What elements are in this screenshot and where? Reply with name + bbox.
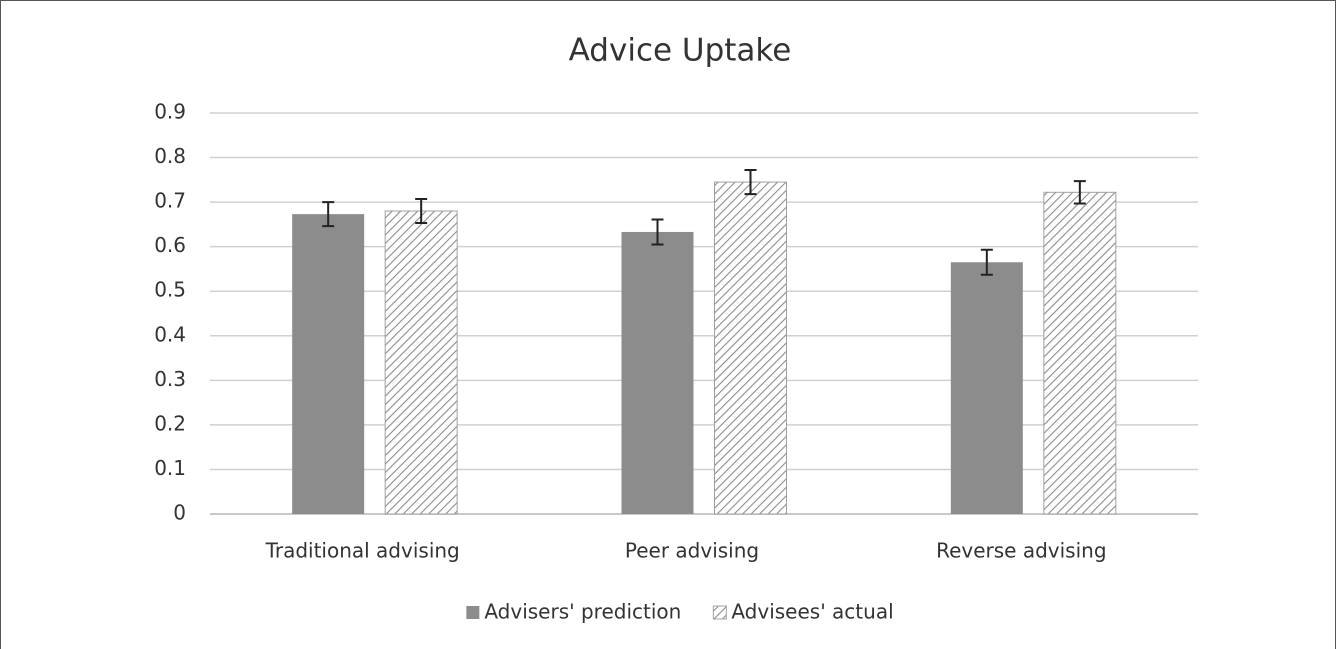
y-tick-label: 0.7 [154, 189, 186, 213]
bar [384, 210, 458, 515]
bar [621, 231, 694, 515]
error-bar [980, 248, 993, 276]
y-tick-label: 0.4 [154, 322, 186, 346]
legend-label: Advisees' actual [731, 600, 893, 624]
y-tick-label: 0.3 [154, 367, 186, 391]
x-tick-label: Traditional advising [265, 539, 460, 563]
error-bar [651, 218, 664, 246]
y-tick-label: 0.1 [154, 456, 186, 480]
bar [950, 262, 1023, 514]
error-bar [322, 201, 335, 228]
legend-swatch [712, 605, 727, 620]
legend-swatch [466, 606, 480, 619]
error-bar [744, 169, 757, 196]
error-bar [1073, 180, 1086, 205]
bar [292, 214, 365, 514]
error-bar [415, 197, 428, 225]
y-tick-label: 0.8 [154, 144, 186, 168]
y-tick-label: 0.6 [154, 233, 186, 257]
y-tick-label: 0.9 [154, 100, 186, 124]
legend-label: Advisers' prediction [484, 600, 681, 624]
bar [1043, 191, 1117, 515]
y-tick-label: 0 [173, 501, 186, 525]
y-tick-label: 0.2 [154, 411, 186, 435]
x-tick-label: Peer advising [625, 539, 759, 563]
x-tick-label: Reverse advising [936, 539, 1106, 563]
bar [714, 181, 787, 515]
chart-title: Advice Uptake [569, 33, 792, 69]
y-tick-label: 0.5 [154, 278, 186, 302]
